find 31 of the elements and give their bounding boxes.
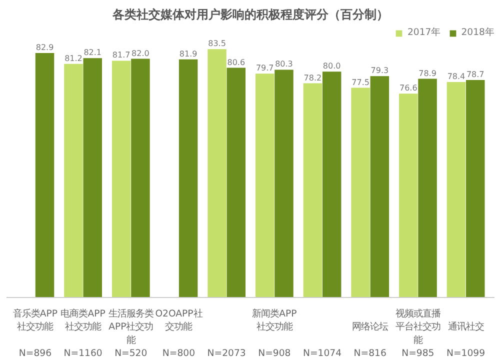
data-label: 78.4 (447, 72, 466, 81)
category-label: 电商类APP社交功能 N=1160 (60, 308, 106, 360)
legend-label: 2018年 (461, 26, 494, 39)
chart-title: 各类社交媒体对用户影响的积极程度评分（百分制） (112, 8, 388, 22)
legend-label: 2017年 (408, 26, 440, 39)
data-label: 76.6 (399, 84, 418, 93)
category-label: 新闻类APP社交功能 N=908 (252, 308, 297, 360)
data-label: 83.5 (208, 39, 226, 48)
x-tick-label: N=2073 (207, 348, 246, 360)
category-label: O2OAPP社交功能 N=800 (155, 308, 202, 360)
data-label: 78.9 (418, 68, 436, 78)
data-label: 82.9 (36, 42, 54, 52)
x-tick-label: N=1074 (303, 348, 342, 360)
data-label: 81.7 (112, 50, 130, 60)
data-label: 77.5 (352, 78, 370, 87)
data-label: 81.2 (64, 54, 82, 63)
data-label: 80.6 (227, 58, 246, 67)
data-label: 81.9 (179, 49, 198, 58)
data-label: 82.0 (132, 48, 150, 58)
data-label: 79.3 (370, 66, 389, 76)
data-label: 80.3 (275, 60, 293, 69)
data-label: 82.1 (84, 48, 102, 58)
data-label: 80.0 (322, 62, 341, 71)
data-label: 78.2 (304, 73, 322, 82)
data-label: 78.7 (466, 70, 484, 80)
x-tick-label: 视频或直播平台社交功能 N=985 (395, 308, 440, 360)
category-label: 通讯社交 N=1099 (446, 322, 486, 360)
category-label: 音乐类APP社交功能 N=896 (12, 308, 58, 360)
x-tick-label: 生活服务类APP社交功能 N=520 (108, 308, 154, 360)
category-label: 网络论坛 N=816 (352, 322, 388, 360)
data-label: 79.7 (256, 64, 274, 73)
